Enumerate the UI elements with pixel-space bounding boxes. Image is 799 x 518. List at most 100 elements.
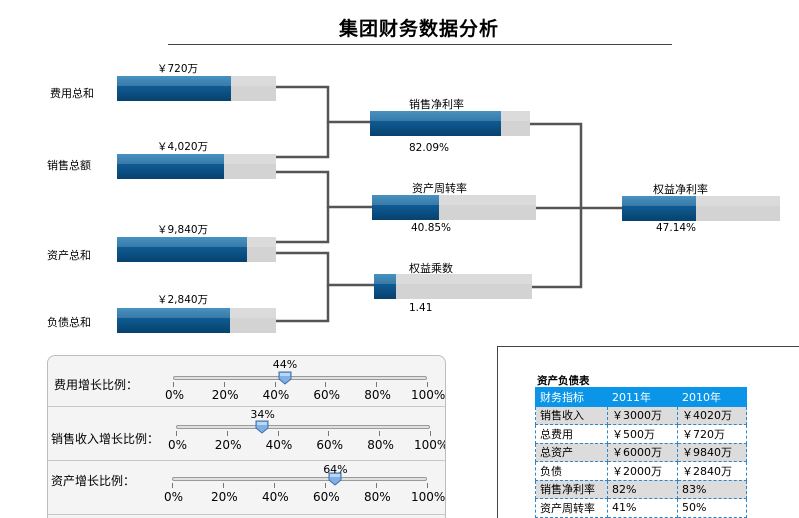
slider-tick	[223, 483, 224, 488]
slider-tick	[274, 382, 276, 387]
slider-track[interactable]	[173, 376, 427, 380]
table-cell: ￥720万	[677, 424, 747, 444]
table-row: 总资产 ￥6000万 ￥9840万	[535, 442, 747, 462]
label-net-margin: 销售净利率	[409, 98, 464, 111]
table-cell: 销售收入	[535, 405, 608, 425]
label-sales-total: 销售总额	[47, 159, 91, 172]
column-header: 2010年	[677, 387, 747, 407]
slider-tick	[172, 483, 173, 488]
bar-sales-total	[117, 154, 276, 179]
table-cell: 41%	[607, 498, 678, 518]
slider-scale-label: 100%	[414, 438, 446, 452]
value-asset-total: ￥9,840万	[157, 224, 209, 236]
slider-scale-label: 60%	[313, 388, 341, 402]
value-debt-total: ￥2,840万	[157, 294, 209, 306]
table-row: 资产周转率 41% 50%	[535, 498, 747, 518]
connector-sales-a	[276, 122, 330, 159]
slider-thumb[interactable]	[255, 420, 269, 434]
sales-growth-label: 销售收入增长比例：	[51, 432, 160, 446]
column-header: 2011年	[607, 387, 678, 407]
slider-tick	[325, 483, 326, 488]
bar-roe	[622, 196, 780, 221]
table-cell: 负债	[535, 461, 608, 481]
slider-thumb[interactable]	[328, 472, 342, 486]
slider-value: 44%	[272, 358, 298, 371]
slider-scale-label: 20%	[211, 388, 239, 402]
table-cell: ￥2000万	[607, 461, 678, 481]
value-equity-multiplier: 1.41	[409, 302, 433, 314]
title-underline	[168, 44, 672, 45]
slider-tick	[223, 382, 225, 387]
slider-scale-label: 40%	[262, 490, 289, 504]
table-cell: 资产周转率	[535, 498, 608, 518]
connector-expense	[276, 85, 370, 124]
bar-net-margin	[370, 111, 530, 136]
slider-scale-label: 20%	[214, 438, 242, 452]
table-row: 负债 ￥2000万 ￥2840万	[535, 461, 747, 481]
bar-debt-total	[117, 308, 276, 333]
slider-value: 34%	[250, 408, 275, 421]
slider-tick	[430, 431, 431, 436]
slider-scale-label: 80%	[364, 490, 391, 504]
bar-fill	[370, 111, 502, 136]
slider-scale-label: 0%	[168, 438, 188, 452]
label-asset-turnover: 资产周转率	[412, 182, 467, 195]
bar-equity-multiplier	[374, 274, 532, 299]
table-cell: ￥9840万	[677, 442, 747, 462]
slider-scale-label: 40%	[262, 388, 290, 402]
slider-tick	[328, 431, 330, 436]
slider-tick	[379, 431, 381, 436]
table-cell: ￥4020万	[677, 405, 747, 425]
slider-track[interactable]	[176, 425, 430, 429]
slider-scale-label: 60%	[316, 438, 344, 452]
table-cell: ￥3000万	[607, 405, 678, 425]
slider-tick	[427, 483, 428, 488]
expense-growth-label: 费用增长比例：	[54, 378, 139, 392]
slider-tick	[173, 382, 174, 387]
slider-scale-label: 20%	[211, 490, 238, 504]
connector-multiplier	[532, 208, 583, 289]
slider-tick	[274, 483, 275, 488]
slider-tick	[325, 382, 327, 387]
slider-tick	[176, 431, 177, 436]
slider-tick	[376, 382, 378, 387]
slider-scale-label: 100%	[411, 388, 446, 402]
slider-scale-label: 0%	[165, 388, 185, 402]
column-header: 财务指标	[535, 387, 608, 407]
table-cell: ￥6000万	[607, 442, 678, 462]
balance-sheet-table: 财务指标 2011年 2010年 销售收入 ￥3000万 ￥4020万 总费用 …	[535, 387, 747, 518]
table-row: 总费用 ￥500万 ￥720万	[535, 424, 747, 444]
slider-scale-label: 80%	[364, 388, 391, 402]
growth-controls-panel: 费用增长比例： 44% 0% 20% 40% 60% 80% 100% 销售收入增长比例： …	[47, 355, 446, 518]
slider-tick	[376, 483, 377, 488]
table-row: 销售净利率 82% 83%	[535, 479, 747, 499]
value-sales-total: ￥4,020万	[157, 141, 209, 153]
label-roe: 权益净利率	[653, 183, 708, 196]
table-cell: 销售净利率	[535, 479, 608, 499]
bar-fill	[372, 195, 440, 220]
bar-fill	[622, 196, 697, 221]
slider-thumb[interactable]	[278, 371, 292, 385]
label-debt-total: 负债总和	[47, 316, 91, 329]
bar-fill	[117, 154, 224, 179]
bar-asset-total	[117, 237, 276, 262]
asset-growth-label: 资产增长比例：	[51, 474, 136, 488]
slider-track[interactable]	[172, 477, 427, 481]
slider-scale-label: 40%	[265, 438, 293, 452]
slider-scale-label: 80%	[367, 438, 394, 452]
table-row: 销售收入 ￥3000万 ￥4020万	[535, 405, 747, 425]
slider-tick	[277, 431, 279, 436]
divider	[48, 460, 445, 461]
slider-tick	[226, 431, 228, 436]
divider	[48, 406, 445, 407]
label-expense-total: 费用总和	[50, 87, 94, 100]
value-net-margin: 82.09%	[409, 142, 450, 154]
page-title: 集团财务数据分析	[338, 18, 499, 40]
label-asset-total: 资产总和	[47, 249, 91, 262]
bar-expense-total	[117, 76, 276, 101]
connector-sales-b	[276, 170, 372, 209]
bar-asset-turnover	[372, 195, 536, 220]
table-cell: ￥2840万	[677, 461, 747, 481]
slider-value: 64%	[323, 463, 348, 476]
table-cell: 82%	[607, 479, 678, 499]
